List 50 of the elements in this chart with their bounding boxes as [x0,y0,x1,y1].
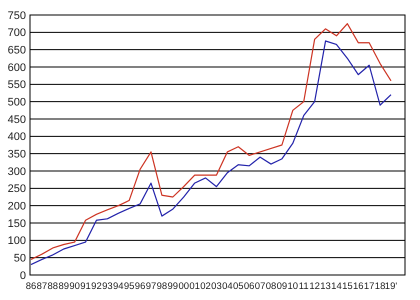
x-tick-label: 97 [146,281,156,292]
y-tick-label: 0 [20,270,26,282]
y-tick-label: 450 [8,114,26,126]
x-tick-label: 99 [168,281,178,292]
x-tick-label: 14 [331,281,342,292]
x-tick-label: 90 [69,281,80,292]
y-tick-label: 50 [14,252,26,265]
y-tick-label: 300 [8,166,26,178]
y-tick-label: 750 [8,10,26,22]
x-tick-label: 17 [364,281,374,292]
x-tick-label: 91 [80,281,91,292]
x-tick-label: 88 [48,281,58,292]
y-tick-label: 700 [8,27,26,40]
x-tick-label: 92 [91,281,102,292]
x-tick-label: 03 [211,281,222,292]
x-tick-label: 05 [232,281,244,292]
x-tick-label: 07 [254,281,266,292]
x-tick-label: 16 [352,281,364,292]
x-tick-label: 89 [58,281,70,292]
y-tick-label: 250 [8,183,26,196]
x-tick-label: 04 [222,281,233,292]
x-tick-label: 93 [102,281,113,292]
y-tick-label: 650 [8,44,26,57]
x-tick-label: 02 [200,281,211,292]
x-tick-label: 98 [156,281,168,292]
y-tick-label: 100 [8,235,26,248]
x-tick-label: 13 [320,281,331,292]
x-tick-label: 94 [112,281,124,292]
y-tick-label: 350 [8,148,26,161]
x-tick-label: 06 [244,281,254,292]
y-tick-label: 200 [8,200,26,213]
y-tick-label: 150 [8,218,26,230]
x-tick-label: 86 [26,281,36,292]
x-tick-label: 96 [134,281,146,292]
y-tick-label: 500 [8,96,26,109]
x-tick-label: 01 [189,281,200,292]
x-tick-label: 19' [384,281,398,292]
x-tick-label: 09 [276,281,288,292]
x-tick-label: 15 [342,281,353,292]
y-tick-label: 400 [8,131,26,144]
x-tick-label: 08 [266,281,276,292]
x-tick-label: 12 [309,281,320,292]
x-tick-label: 18 [374,281,386,292]
y-tick-label: 550 [8,79,26,92]
x-tick-label: 95 [124,281,134,292]
x-tick-label: 87 [36,281,48,292]
x-tick-label: 11 [298,281,309,292]
x-tick-label: 00 [178,281,190,292]
y-tick-label: 600 [8,62,26,74]
x-tick-label: 10 [288,281,298,292]
